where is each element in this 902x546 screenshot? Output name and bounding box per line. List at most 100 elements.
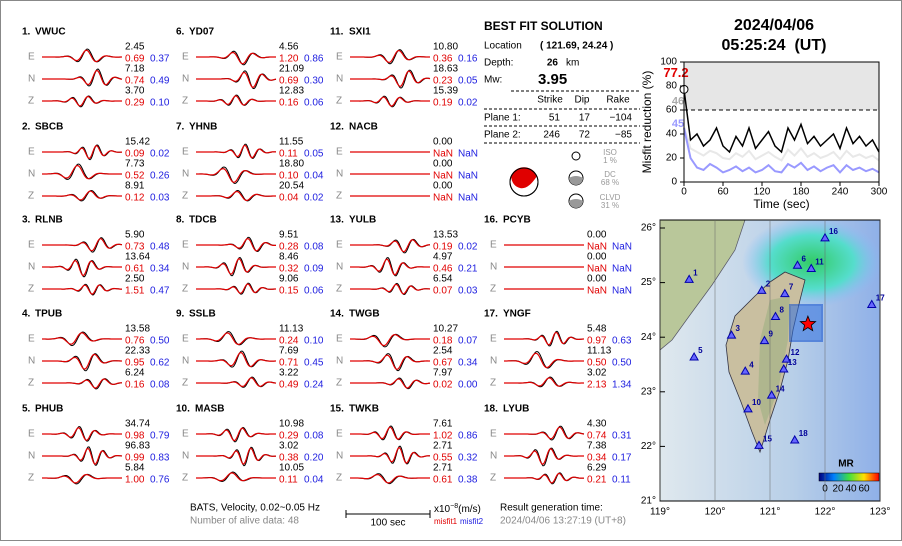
misfit1: 0.10 [279,171,299,182]
synthetic-trace [196,190,276,201]
amplitude: 18.80 [279,159,304,170]
amplitude: 6.29 [587,463,607,474]
component-label: Z [28,284,34,295]
misfit2: 0.10 [150,98,170,109]
misfit1: 0.61 [433,475,453,486]
synthetic-trace [196,258,276,275]
misfit1: 0.95 [125,358,145,369]
station-number: 5. [22,404,31,415]
component-label: N [28,451,35,462]
component-label: Z [336,378,342,389]
station-marker [759,335,770,345]
station-marker [743,403,753,413]
y-tick-label: 40 [666,129,678,140]
unit: x10−8(m/s) [434,503,481,515]
misfit1: 0.69 [125,54,145,65]
misfit2: 0.83 [150,453,170,464]
misfit2: 0.02 [458,98,478,109]
amplitude: 2.71 [433,463,453,474]
component-label: N [490,262,497,273]
misfit2: 0.04 [304,171,324,182]
amplitude: 10.27 [433,324,458,335]
station-number: 18. [484,404,498,415]
mw: 3.95 [538,71,567,88]
misfit2: 0.08 [304,242,324,253]
synthetic-trace [196,283,276,294]
station-name: PHUB [35,404,63,415]
misfit2: 0.62 [150,358,170,369]
y-tick-label: 0 [671,177,677,188]
solution: BEST FIT SOLUTION Location ( 121.69, 24.… [484,19,640,210]
station-number: 15. [330,404,344,415]
misfit1: 0.61 [125,264,145,275]
misfit1: 0.74 [125,76,145,87]
station-number: 3. [22,215,31,226]
misfit1: 0.02 [433,380,453,391]
station-marker [866,299,877,309]
misfit1: 0.74 [587,431,607,442]
result-time: 2024/04/06 13:27:19 (UT+8) [500,516,626,527]
amplitude: 34.74 [125,419,150,430]
amplitude: 10.98 [279,419,304,430]
footer: BATS, Velocity, 0.02~0.05 Hz Number of a… [190,503,626,529]
component-label: E [490,334,497,345]
station-label: 6 [802,254,807,263]
misfit2: 0.17 [612,453,632,464]
amplitude: 15.42 [125,137,150,148]
component-label: E [182,334,189,345]
misfit2: 0.10 [304,336,324,347]
plot-frame [683,61,880,183]
synthetic-trace [42,447,123,465]
synthetic-trace [196,377,277,388]
series-line [683,89,880,154]
misfit1: 0.29 [125,98,145,109]
beachball [509,167,539,197]
misfit2: 0.03 [150,193,170,204]
misfit2: 0.45 [304,358,324,369]
station-marker [778,363,789,373]
unit-prefix: x10 [434,504,451,515]
station-name: PCYB [503,215,531,226]
misfit2: 0.02 [150,149,170,160]
y-tick-label: 80 [666,81,678,92]
amplitude: 3.22 [279,368,299,379]
station-marker [781,354,792,363]
x-tick-label: 240 [832,187,849,198]
misfit2: 0.37 [150,54,170,65]
station-marker [806,263,817,272]
misfit1: NaN [433,149,453,160]
x-tick-label: 180 [793,187,810,198]
plane-value: −85 [615,130,632,141]
amplitude: 8.46 [279,252,299,263]
component-label: E [182,429,189,440]
synthetic-trace [350,426,430,440]
series-line [683,126,880,162]
station-marker [740,366,751,375]
synthetic-trace [42,332,122,345]
misfit1: 1.51 [125,286,145,297]
solution-title: BEST FIT SOLUTION [484,19,603,33]
station-number: 12. [330,122,344,133]
station-marker [789,434,800,444]
x-tick-label: 300 [871,187,888,198]
date: 2024/04/06 [734,17,814,34]
misfit1: 0.34 [587,453,607,464]
component-label: E [490,240,497,251]
misfit2: 0.38 [458,475,478,486]
misfit2: 0.24 [304,380,324,391]
map: MR 119° 120° 121° 122° 123°21°22°23°24°25°26… [641,219,890,518]
misfit1: 0.73 [125,242,145,253]
component-label: E [336,334,343,345]
misfit2: 0.32 [458,453,478,464]
misfit1: 0.99 [125,453,145,464]
station-marker [754,440,764,449]
synthetic-trace [350,49,430,64]
component-label: N [336,169,343,180]
component-label: Z [336,473,342,484]
amplitude: 21.09 [279,64,304,75]
station-label: 18 [799,429,808,438]
synthetic-trace [196,447,276,465]
misfit1: 0.55 [433,453,453,464]
synthetic-trace [504,377,584,387]
station-label: 2 [766,279,771,288]
